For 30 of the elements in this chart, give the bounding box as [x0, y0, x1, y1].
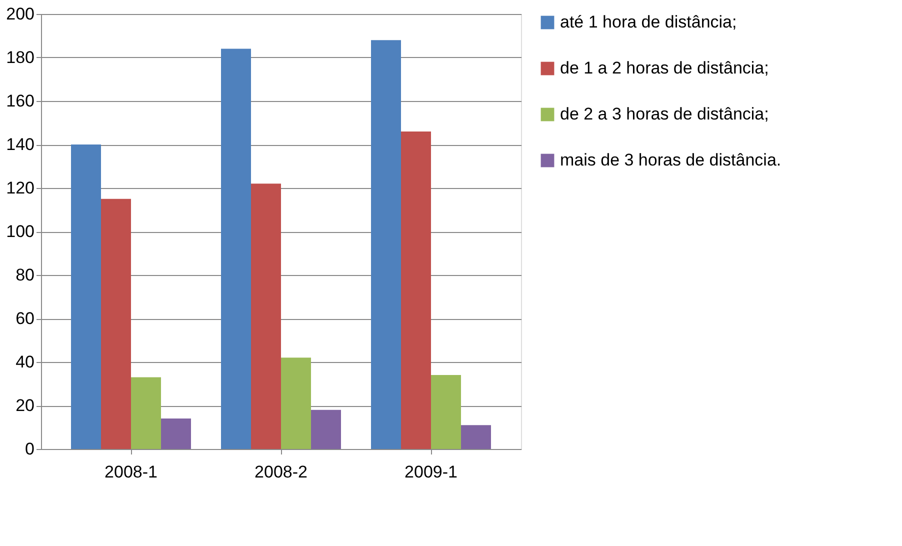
- y-tick-label: 140: [6, 135, 34, 154]
- bar: [281, 358, 311, 449]
- bar: [401, 131, 431, 449]
- bar: [221, 48, 251, 449]
- y-tick-label: 180: [6, 48, 34, 67]
- x-tick-label: 2009-1: [404, 462, 458, 482]
- y-tick-label: 20: [16, 396, 34, 415]
- bar: [311, 410, 341, 449]
- bar: [131, 377, 161, 449]
- y-tick-label: 100: [6, 222, 34, 241]
- legend-label: de 2 a 3 horas de distância;: [560, 104, 769, 124]
- bar: [371, 40, 401, 449]
- bar: [431, 375, 461, 449]
- bar: [101, 198, 131, 449]
- x-tick-label: 2008-1: [104, 462, 158, 482]
- y-tick-label: 120: [6, 178, 34, 198]
- bar: [251, 184, 281, 449]
- y-tick-label: 200: [6, 4, 34, 24]
- y-tick-label: 60: [16, 309, 34, 328]
- bar: [161, 418, 191, 449]
- legend-label: mais de 3 horas de distância.: [560, 150, 782, 170]
- y-tick-label: 0: [25, 440, 34, 458]
- legend-label: de 1 a 2 horas de distância;: [560, 58, 769, 78]
- y-tick-label: 40: [16, 352, 34, 372]
- x-tick-label: 2008-2: [254, 462, 308, 482]
- bar: [461, 425, 491, 449]
- legend-label: até 1 hora de distância;: [560, 12, 737, 32]
- bar: [71, 144, 101, 449]
- y-tick-label: 160: [6, 92, 34, 110]
- y-tick-label: 80: [16, 266, 34, 284]
